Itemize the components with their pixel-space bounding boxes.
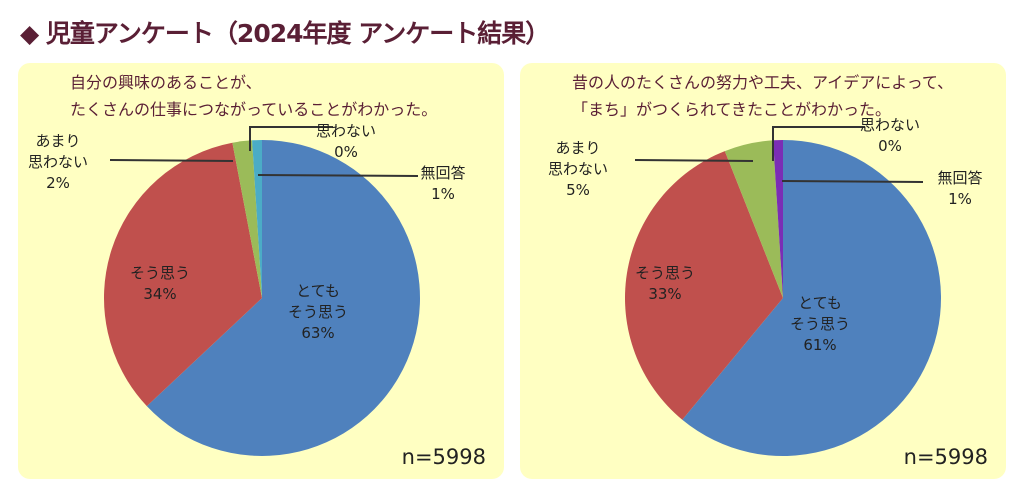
chart-panel-town: 昔の人のたくさんの努力や工夫、アイデアによって、 「まち」がつくられてきたことが…	[520, 63, 1006, 479]
pie-slice	[103, 142, 262, 407]
pie-slice	[625, 151, 783, 420]
chart-title: 昔の人のたくさんの努力や工夫、アイデアによって、 「まち」がつくられてきたことが…	[572, 73, 954, 119]
sample-size: n=5998	[401, 445, 486, 469]
chart-title: 自分の興味のあることが、 たくさんの仕事につながっていることがわかった。	[70, 73, 438, 119]
slice-label: 無回答 1%	[420, 164, 466, 203]
leader-line	[634, 159, 754, 162]
pie-slice	[773, 140, 783, 298]
pie-slice	[232, 140, 262, 298]
slice-label: あまり 思わない 5%	[547, 139, 609, 199]
pie-slice	[146, 140, 421, 456]
leader-line	[109, 159, 234, 162]
slice-label: 思わない 0%	[859, 116, 921, 155]
leader-line	[772, 126, 865, 161]
slice-label: 思わない 0%	[315, 122, 377, 161]
leader-line	[257, 174, 419, 177]
sample-size: n=5998	[903, 445, 988, 469]
pie-slice	[252, 140, 262, 298]
page-title: ◆ 児童アンケート（2024年度 アンケート結果）	[20, 19, 550, 48]
slice-label: そう思う 34%	[129, 264, 191, 303]
chart-panel-interest: 自分の興味のあることが、 たくさんの仕事につながっていることがわかった。 n=5…	[18, 63, 504, 479]
pie-chart	[625, 126, 942, 456]
slice-label: 無回答 1%	[937, 169, 983, 208]
pie-slice	[724, 140, 783, 298]
leader-line	[249, 126, 333, 151]
slice-label: とても そう思う 63%	[287, 282, 349, 342]
slice-label: とても そう思う 61%	[789, 294, 851, 354]
pie-chart	[103, 126, 421, 456]
slice-label: あまり 思わない 2%	[27, 132, 89, 192]
leader-line	[781, 180, 924, 183]
pie-slice	[682, 140, 942, 456]
slice-label: そう思う 33%	[634, 264, 696, 303]
